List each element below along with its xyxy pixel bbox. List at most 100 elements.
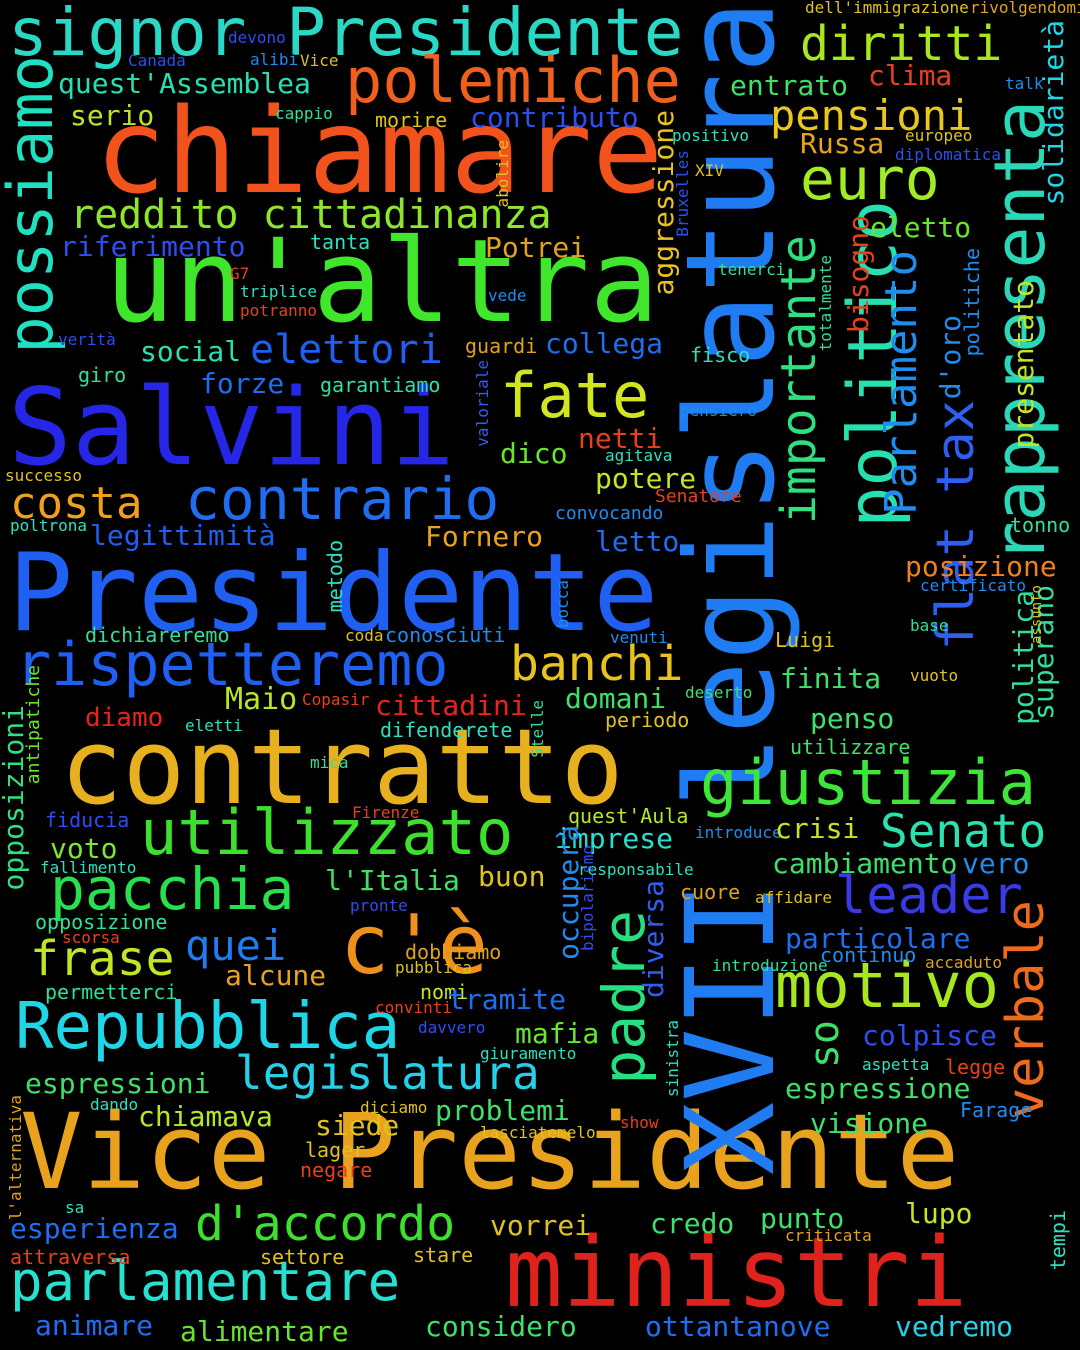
cloud-word: Senatore	[655, 486, 742, 507]
cloud-word: so	[802, 1020, 848, 1069]
cloud-word: sinistra	[663, 1020, 682, 1098]
cloud-word: morire	[375, 108, 448, 132]
cloud-word: Russa	[800, 127, 885, 160]
cloud-word: agitava	[605, 446, 673, 465]
cloud-word: c'è	[340, 898, 489, 993]
cloud-word: poltrona	[10, 516, 88, 535]
cloud-word: totalmente	[816, 255, 835, 352]
cloud-word: dico	[500, 437, 568, 470]
cloud-word: contrario	[185, 465, 500, 533]
cloud-word: elettori	[250, 327, 443, 373]
cloud-word: giuramento	[480, 1044, 577, 1063]
cloud-word: quest'Assemblea	[58, 67, 311, 100]
cloud-word: entrato	[730, 69, 849, 102]
cloud-word: espressioni	[25, 1067, 211, 1100]
cloud-word: Copasir	[302, 690, 370, 709]
cloud-word: XIV	[695, 161, 724, 180]
cloud-word: credo	[650, 1207, 735, 1240]
cloud-word: giustizia	[700, 746, 1036, 819]
cloud-word: un'altra	[105, 215, 659, 349]
cloud-word: rivolgendomi	[970, 0, 1080, 17]
cloud-word: antipatiche	[23, 665, 44, 785]
cloud-word: Farage	[960, 1098, 1033, 1122]
cloud-word: dell'immigrazione	[805, 0, 969, 17]
cloud-word: pensiero	[680, 401, 758, 420]
cloud-word: potere	[595, 462, 697, 495]
cloud-word: possiamo	[0, 55, 67, 354]
cloud-word: netti	[578, 422, 663, 455]
cloud-word: visione	[810, 1107, 929, 1140]
cloud-word: crisi	[775, 812, 860, 845]
cloud-word: Repubblica	[15, 990, 401, 1064]
cloud-word: rispetteremo	[15, 630, 449, 700]
cloud-word: considero	[425, 1310, 577, 1343]
cloud-word: bisogno	[842, 215, 875, 334]
cloud-word: euro	[800, 145, 940, 213]
cloud-word: diversa	[637, 880, 670, 999]
cloud-word: garantiamo	[320, 373, 441, 397]
cloud-word: polemiche	[345, 44, 681, 117]
cloud-word: social	[140, 335, 242, 368]
cloud-word: pubblica	[395, 958, 473, 977]
cloud-word: Presidente	[8, 531, 659, 656]
cloud-word: base	[910, 616, 949, 635]
cloud-word: stare	[413, 1243, 474, 1267]
cloud-word: aspetta	[862, 1055, 930, 1074]
cloud-word: Bruxelles	[673, 150, 692, 237]
cloud-word: coda	[345, 626, 384, 645]
cloud-word: cambiamento	[772, 847, 958, 880]
cloud-word: davvero	[418, 1018, 486, 1037]
cloud-word: attraversa	[10, 1245, 131, 1269]
cloud-word: lasciatemelo	[480, 1123, 596, 1142]
cloud-word: negare	[300, 1158, 373, 1182]
cloud-word: quest'Aula	[568, 804, 689, 828]
cloud-word: alcune	[225, 959, 327, 992]
cloud-word: convinti	[375, 998, 453, 1017]
cloud-word: accaduto	[925, 953, 1003, 972]
cloud-word: d'accordo	[195, 1196, 456, 1252]
cloud-word: tramite	[448, 983, 567, 1016]
cloud-word: pensioni	[770, 91, 973, 140]
cloud-word: Canada	[128, 51, 186, 70]
cloud-word: dichiareremo	[85, 623, 230, 647]
cloud-word: eletto	[870, 211, 972, 244]
cloud-word: diamo	[85, 703, 164, 733]
cloud-word: forze	[200, 367, 285, 400]
cloud-word: alibi	[250, 50, 299, 69]
cloud-word: venuti	[610, 628, 668, 647]
cloud-word: problemi	[435, 1094, 570, 1127]
cloud-word: quei	[185, 921, 287, 970]
cloud-word: vero	[962, 847, 1030, 880]
cloud-word: penso	[810, 702, 895, 735]
cloud-word: flat tax	[926, 400, 986, 651]
cloud-word: animare	[35, 1309, 154, 1342]
cloud-word: posizione	[905, 550, 1057, 583]
cloud-word: fiducia	[45, 808, 130, 832]
cloud-word: clima	[868, 59, 953, 92]
cloud-word: cappio	[275, 104, 333, 123]
cloud-word: conosciuti	[385, 623, 506, 647]
cloud-word: introduce	[695, 823, 782, 842]
cloud-word: guardi	[465, 334, 538, 358]
cloud-word: particolare	[785, 922, 971, 955]
cloud-word: legislatura	[235, 1046, 540, 1100]
cloud-word: lager	[305, 1138, 366, 1162]
cloud-word: Stelle	[528, 700, 547, 758]
cloud-word: contratto	[60, 706, 624, 828]
cloud-word: nomi	[420, 980, 469, 1004]
cloud-word: difenderete	[380, 718, 513, 742]
cloud-word: diciamo	[360, 1098, 428, 1117]
cloud-word: bocca	[553, 580, 572, 629]
cloud-word: costa	[10, 478, 143, 529]
cloud-word: Vice Presidente	[20, 1091, 960, 1213]
cloud-word: esperienza	[10, 1212, 179, 1245]
cloud-word: serio	[70, 99, 155, 132]
cloud-word: responsabile	[578, 860, 694, 879]
cloud-word: bipolarismo	[578, 845, 597, 951]
cloud-word: verbale	[996, 900, 1056, 1120]
cloud-word: tempi	[1046, 1210, 1070, 1271]
cloud-word: chiamava	[138, 1100, 273, 1133]
cloud-word: Salvini	[8, 366, 455, 489]
cloud-word: periodo	[605, 708, 690, 732]
cloud-word: vuoto	[910, 666, 959, 685]
